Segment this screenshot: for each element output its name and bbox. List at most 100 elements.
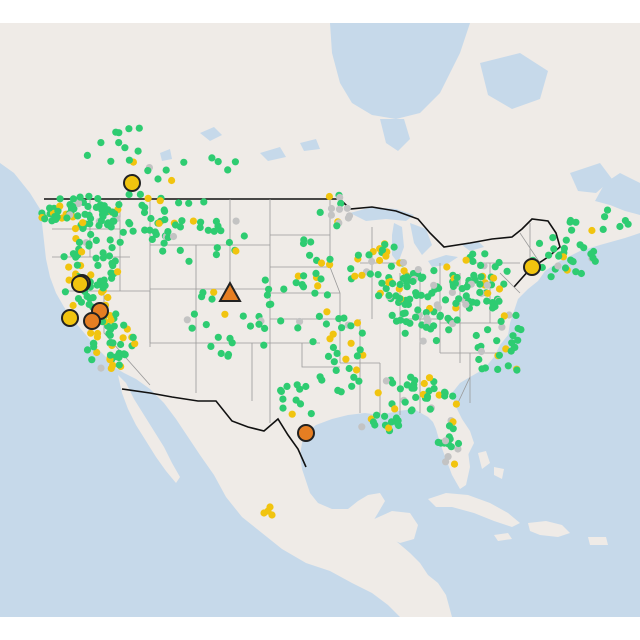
sensor-marker[interactable]	[198, 293, 206, 301]
sensor-marker[interactable]	[160, 239, 168, 247]
sensor-marker[interactable]	[263, 291, 271, 299]
sensor-marker[interactable]	[99, 212, 107, 221]
sensor-marker[interactable]	[508, 339, 516, 347]
sensor-marker[interactable]	[483, 281, 491, 289]
sensor-marker[interactable]	[288, 410, 296, 418]
sensor-marker[interactable]	[125, 125, 133, 133]
sensor-marker[interactable]	[507, 347, 515, 355]
sensor-marker[interactable]	[348, 382, 356, 390]
sensor-marker[interactable]	[347, 339, 355, 347]
sensor-marker[interactable]	[87, 329, 95, 337]
sensor-marker[interactable]	[334, 386, 342, 394]
sensor-marker[interactable]	[190, 310, 198, 318]
sensor-marker[interactable]	[210, 288, 218, 296]
sensor-marker[interactable]	[104, 206, 112, 214]
sensor-marker[interactable]	[491, 302, 499, 311]
sensor-marker[interactable]	[75, 238, 84, 246]
sensor-marker[interactable]	[136, 190, 144, 198]
sensor-marker[interactable]	[76, 193, 84, 201]
sensor-marker[interactable]	[114, 268, 122, 276]
sensor-marker[interactable]	[231, 158, 239, 166]
sensor-marker[interactable]	[115, 139, 123, 147]
sensor-marker[interactable]	[300, 272, 308, 280]
sensor-marker[interactable]	[355, 377, 363, 385]
sensor-marker[interactable]	[423, 314, 431, 322]
sensor-marker[interactable]	[329, 343, 337, 352]
sensor-marker[interactable]	[185, 257, 193, 265]
sensor-marker[interactable]	[497, 317, 505, 325]
sensor-marker[interactable]	[358, 271, 366, 279]
sensor-marker[interactable]	[358, 423, 366, 431]
sensor-marker[interactable]	[396, 280, 404, 289]
sensor-marker[interactable]	[469, 257, 477, 265]
sensor-marker[interactable]	[92, 203, 100, 211]
sensor-marker[interactable]	[392, 317, 401, 325]
sensor-marker[interactable]	[318, 376, 326, 384]
sensor-marker[interactable]	[345, 364, 353, 373]
sensor-marker[interactable]	[513, 366, 521, 374]
sensor-marker[interactable]	[159, 247, 167, 255]
sensor-marker[interactable]	[394, 417, 402, 425]
sensor-marker[interactable]	[387, 418, 396, 426]
sensor-marker[interactable]	[340, 314, 348, 322]
sensor-marker[interactable]	[454, 439, 463, 448]
map-canvas[interactable]	[0, 23, 640, 617]
sensor-marker[interactable]	[183, 316, 191, 324]
sensor-marker[interactable]	[414, 266, 422, 274]
sensor-marker[interactable]	[255, 320, 263, 328]
sensor-marker[interactable]	[385, 424, 393, 432]
sensor-marker[interactable]	[131, 340, 139, 348]
sensor-marker[interactable]	[332, 366, 340, 374]
sensor-marker[interactable]	[462, 300, 470, 309]
sensor-marker[interactable]	[381, 241, 389, 249]
sensor-marker[interactable]	[554, 262, 562, 270]
sensor-marker[interactable]	[155, 219, 163, 227]
sensor-marker[interactable]	[138, 201, 146, 209]
sensor-marker[interactable]	[56, 195, 64, 203]
sensor-marker[interactable]	[314, 282, 322, 290]
sensor-marker[interactable]	[567, 216, 575, 225]
sensor-marker[interactable]	[369, 418, 377, 426]
sensor-marker[interactable]	[406, 295, 414, 303]
sensor-marker[interactable]	[493, 337, 501, 345]
sensor-marker[interactable]	[266, 503, 274, 511]
sensor-marker[interactable]	[368, 257, 376, 266]
sensor-marker[interactable]	[309, 338, 317, 346]
sensor-marker[interactable]	[151, 228, 159, 236]
sensor-marker[interactable]	[426, 405, 434, 413]
sensor-marker[interactable]	[338, 324, 346, 332]
sensor-marker[interactable]	[373, 411, 381, 419]
sensor-marker[interactable]	[333, 349, 341, 357]
sensor-marker[interactable]	[311, 289, 319, 297]
sensor-marker[interactable]	[336, 193, 344, 202]
sensor-marker[interactable]	[119, 334, 127, 342]
sensor-marker[interactable]	[74, 212, 82, 220]
sensor-marker[interactable]	[188, 324, 196, 332]
sensor-marker[interactable]	[121, 144, 129, 152]
sensor-marker[interactable]	[495, 297, 503, 305]
sensor-marker[interactable]	[168, 176, 176, 185]
sensor-marker[interactable]	[292, 279, 300, 287]
highlight-circle-marker[interactable]	[61, 309, 79, 327]
sensor-marker[interactable]	[204, 226, 212, 234]
sensor-marker[interactable]	[283, 382, 291, 390]
sensor-marker[interactable]	[77, 298, 85, 306]
sensor-marker[interactable]	[402, 318, 410, 326]
sensor-marker[interactable]	[144, 167, 152, 175]
sensor-marker[interactable]	[399, 259, 408, 267]
sensor-marker[interactable]	[164, 228, 172, 236]
sensor-marker[interactable]	[323, 308, 331, 316]
sensor-marker[interactable]	[407, 407, 415, 415]
sensor-marker[interactable]	[387, 262, 395, 270]
sensor-marker[interactable]	[323, 291, 331, 299]
sensor-marker[interactable]	[403, 283, 411, 291]
sensor-marker[interactable]	[411, 376, 419, 384]
sensor-marker[interactable]	[108, 259, 116, 267]
sensor-marker[interactable]	[401, 329, 409, 337]
sensor-marker[interactable]	[441, 437, 450, 445]
sensor-marker[interactable]	[239, 312, 247, 320]
sensor-marker[interactable]	[265, 301, 273, 309]
sensor-marker[interactable]	[306, 251, 314, 259]
sensor-marker[interactable]	[396, 385, 404, 393]
sensor-marker[interactable]	[322, 320, 330, 328]
